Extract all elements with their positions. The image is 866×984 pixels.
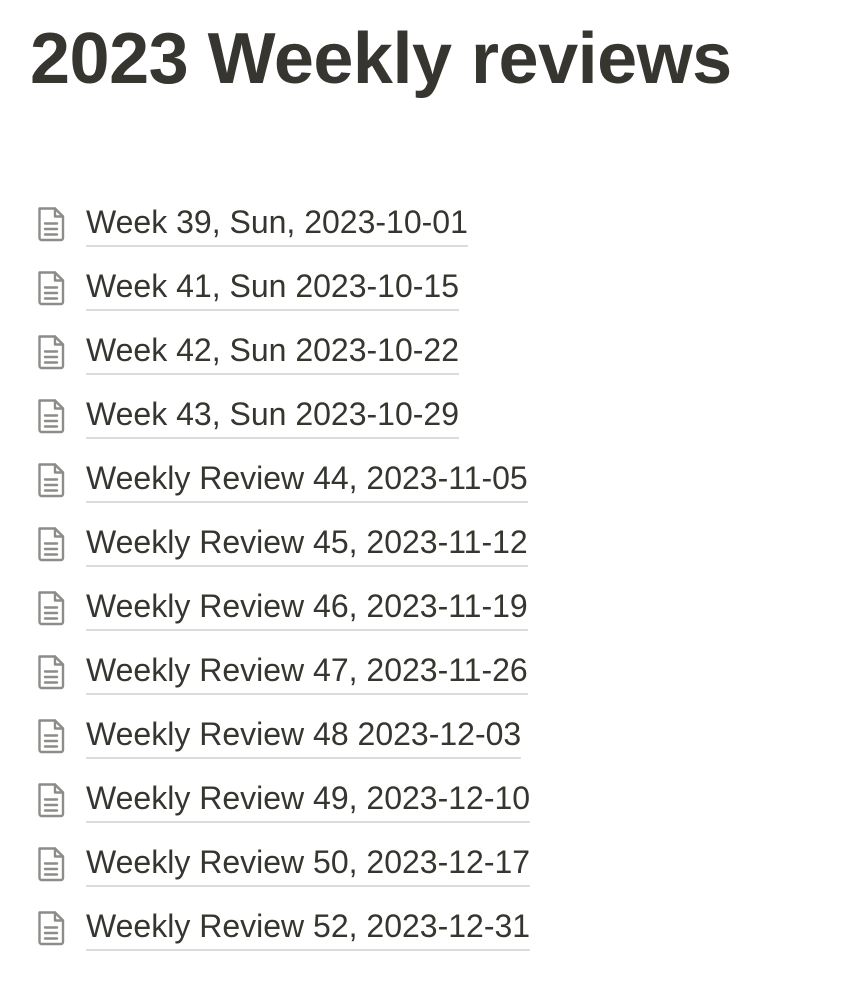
page-link-label: Weekly Review 48 2023-12-03 (86, 713, 522, 759)
page-link-label: Week 41, Sun 2023-10-15 (86, 265, 459, 311)
document-icon (34, 780, 70, 820)
page-link-weekly-review-50[interactable]: Weekly Review 50, 2023-12-17 (34, 832, 834, 896)
document-icon (34, 524, 70, 564)
document-icon (34, 588, 70, 628)
page-link-weekly-review-47[interactable]: Weekly Review 47, 2023-11-26 (34, 640, 834, 704)
page-link-label: Week 43, Sun 2023-10-29 (86, 393, 459, 439)
page-link-label: Weekly Review 46, 2023-11-19 (86, 585, 528, 631)
page-link-label: Week 42, Sun 2023-10-22 (86, 329, 459, 375)
document-icon-graphic (38, 847, 65, 882)
document-icon-graphic (38, 783, 65, 818)
document-icon (34, 396, 70, 436)
page-link-label: Weekly Review 44, 2023-11-05 (86, 457, 528, 503)
document-icon (34, 268, 70, 308)
document-icon (34, 716, 70, 756)
page-link-weekly-review-44[interactable]: Weekly Review 44, 2023-11-05 (34, 448, 834, 512)
page-link-weekly-review-49[interactable]: Weekly Review 49, 2023-12-10 (34, 768, 834, 832)
document-icon (34, 460, 70, 500)
document-icon (34, 652, 70, 692)
page-link-label: Weekly Review 50, 2023-12-17 (86, 841, 531, 887)
document-icon-graphic (38, 207, 65, 242)
page-link-week-42[interactable]: Week 42, Sun 2023-10-22 (34, 320, 834, 384)
page-link-weekly-review-48[interactable]: Weekly Review 48 2023-12-03 (34, 704, 834, 768)
document-icon (34, 332, 70, 372)
page-link-weekly-review-45[interactable]: Weekly Review 45, 2023-11-12 (34, 512, 834, 576)
document-icon-graphic (38, 271, 65, 306)
page-link-label: Weekly Review 47, 2023-11-26 (86, 649, 528, 695)
document-icon-graphic (38, 655, 65, 690)
page-link-label: Weekly Review 52, 2023-12-31 (86, 905, 531, 951)
page-link-weekly-review-52[interactable]: Weekly Review 52, 2023-12-31 (34, 896, 834, 960)
page-link-week-43[interactable]: Week 43, Sun 2023-10-29 (34, 384, 834, 448)
page-title: 2023 Weekly reviews (30, 19, 732, 99)
document-icon-graphic (38, 591, 65, 626)
page-link-week-41[interactable]: Week 41, Sun 2023-10-15 (34, 256, 834, 320)
document-icon-graphic (38, 527, 65, 562)
document-icon-graphic (38, 719, 65, 754)
page-link-label: Weekly Review 45, 2023-11-12 (86, 521, 528, 567)
page-link-label: Weekly Review 49, 2023-12-10 (86, 777, 531, 823)
document-icon-graphic (38, 463, 65, 498)
document-icon-graphic (38, 399, 65, 434)
page-link-weekly-review-46[interactable]: Weekly Review 46, 2023-11-19 (34, 576, 834, 640)
document-icon-graphic (38, 911, 65, 946)
page-link-week-39[interactable]: Week 39, Sun, 2023-10-01 (34, 192, 834, 256)
page-link-list: Week 39, Sun, 2023-10-01 Week 41, Sun 20… (34, 192, 834, 960)
document-icon (34, 908, 70, 948)
document-icon (34, 844, 70, 884)
page-link-label: Week 39, Sun, 2023-10-01 (86, 201, 468, 247)
document-icon-graphic (38, 335, 65, 370)
document-icon (34, 204, 70, 244)
